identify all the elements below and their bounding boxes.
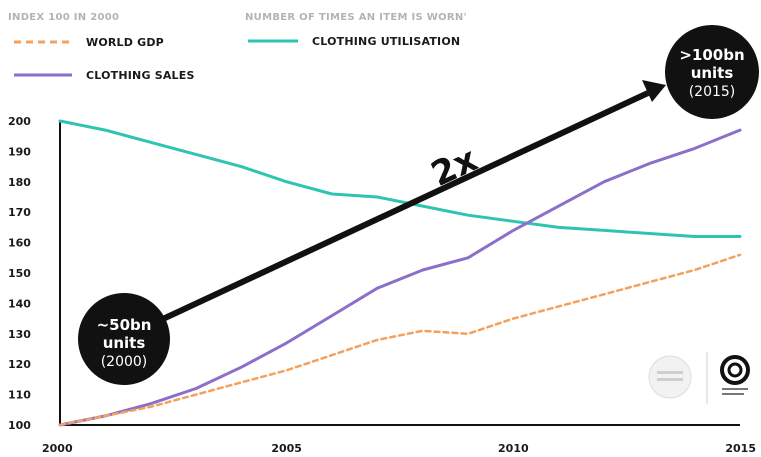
growth-arrow: 2x xyxy=(148,80,666,328)
end-bubble-line1: >100bn xyxy=(679,46,744,64)
foundation-logo-inner xyxy=(727,362,743,378)
y-tick-label: 150 xyxy=(8,267,31,280)
x-tick-label: 2000 xyxy=(42,442,73,455)
series-layer xyxy=(58,119,742,427)
partner-logo-mark2 xyxy=(657,378,683,381)
x-tick-label: 2015 xyxy=(725,442,756,455)
legend-utilisation-label: CLOTHING UTILISATION xyxy=(312,35,460,48)
end-bubble-line2: units xyxy=(691,64,734,82)
series-line-clothing-utilisation xyxy=(58,119,742,238)
y-tick-label: 200 xyxy=(8,115,31,128)
x-axis: 2000 2005 2010 2015 xyxy=(42,424,756,455)
y-tick-label: 190 xyxy=(8,145,31,158)
multiplier-label: 2x xyxy=(425,139,483,195)
y-tick-label: 130 xyxy=(8,328,31,341)
legend-gdp-label: WORLD GDP xyxy=(86,36,164,49)
start-bubble-line3: (2000) xyxy=(101,354,148,370)
legend-sales-label: CLOTHING SALES xyxy=(86,69,195,82)
partner-logo xyxy=(648,355,692,399)
series-line-world-gdp xyxy=(58,253,742,427)
y-tick-label: 100 xyxy=(8,419,31,432)
legend-index-heading: INDEX 100 IN 2000 xyxy=(8,12,119,23)
logos xyxy=(648,352,750,404)
y-tick-label: 180 xyxy=(8,176,31,189)
y-tick-label: 110 xyxy=(8,389,31,402)
growth-arrow-shaft xyxy=(148,90,650,328)
end-units-bubble: >100bn units (2015) xyxy=(665,25,759,119)
growth-arrow-head xyxy=(642,80,666,102)
y-tick-label: 160 xyxy=(8,237,31,250)
legend-utilisation-heading: NUMBER OF TIMES AN ITEM IS WORN' xyxy=(245,12,467,23)
end-bubble-line3: (2015) xyxy=(689,84,736,100)
foundation-logo-text2 xyxy=(722,393,744,395)
x-tick-label: 2010 xyxy=(498,442,529,455)
end-bubble-circle xyxy=(665,25,759,119)
start-bubble-line1: ~50bn xyxy=(97,316,152,334)
start-units-bubble: ~50bn units (2000) xyxy=(78,293,170,385)
y-tick-label: 170 xyxy=(8,206,31,219)
series-line-clothing-sales xyxy=(58,128,742,427)
start-bubble-line2: units xyxy=(103,334,146,352)
x-tick-label: 2005 xyxy=(271,442,302,455)
start-bubble-circle xyxy=(78,293,170,385)
partner-logo-mark xyxy=(657,371,683,374)
y-tick-label: 120 xyxy=(8,358,31,371)
legend: INDEX 100 IN 2000 NUMBER OF TIMES AN ITE… xyxy=(8,12,467,82)
y-axis: 100 110 120 130 140 150 160 170 180 190 200 xyxy=(8,115,61,432)
foundation-logo-text xyxy=(722,388,748,390)
y-tick-label: 140 xyxy=(8,297,31,310)
foundation-logo-outer xyxy=(720,355,750,385)
